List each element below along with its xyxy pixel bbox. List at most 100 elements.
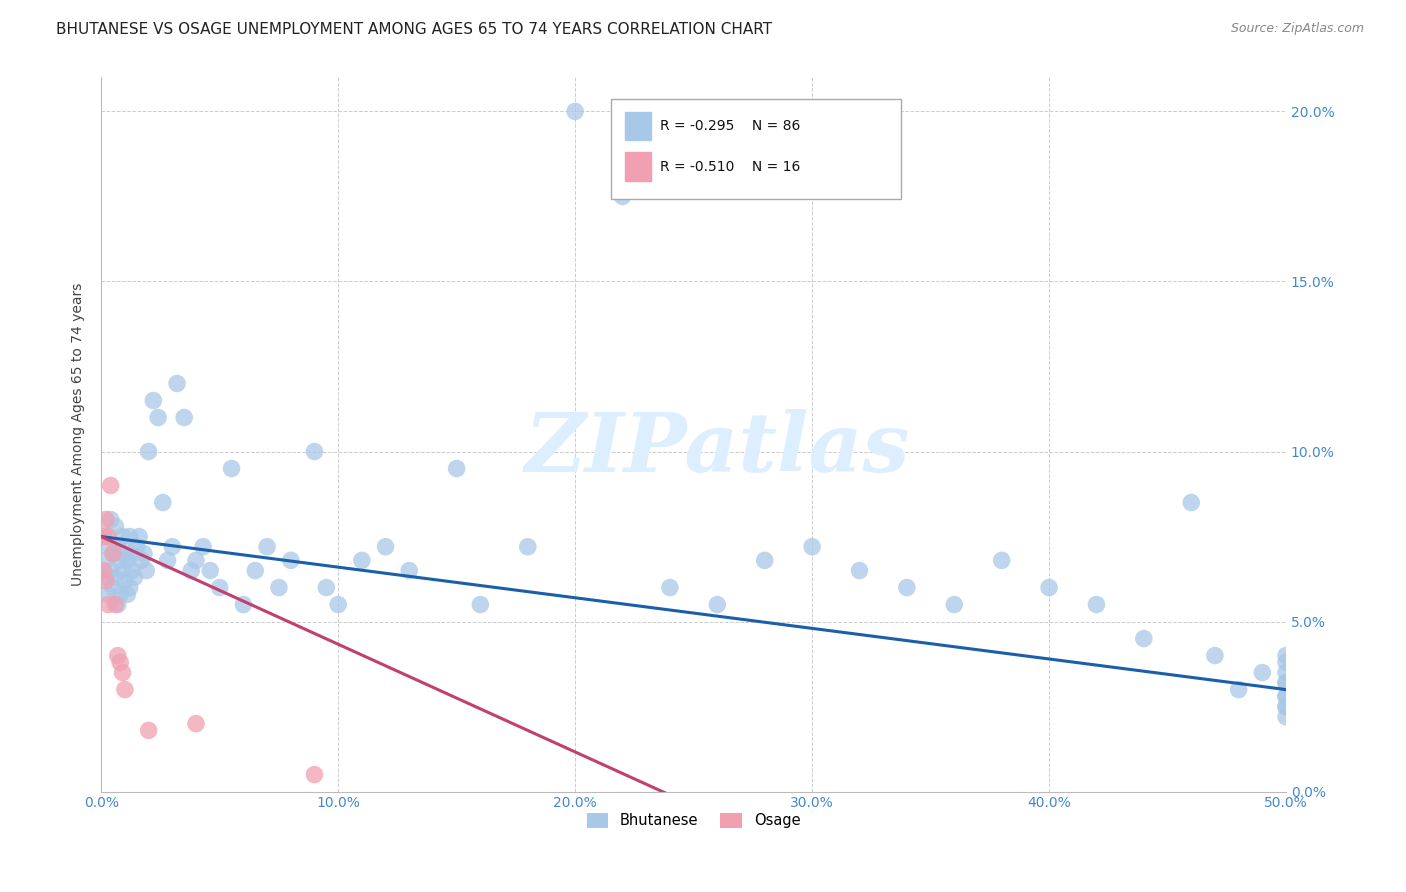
- Point: [132, 547, 155, 561]
- Point: [125, 540, 148, 554]
- Point: [138, 723, 160, 738]
- Point: [612, 189, 634, 203]
- Point: [943, 598, 966, 612]
- Text: R = -0.510    N = 16: R = -0.510 N = 16: [661, 160, 801, 174]
- Point: [142, 393, 165, 408]
- Point: [848, 564, 870, 578]
- Point: [93, 564, 115, 578]
- Point: [1133, 632, 1156, 646]
- Point: [166, 376, 188, 391]
- Point: [516, 540, 538, 554]
- Point: [114, 682, 136, 697]
- Point: [350, 553, 373, 567]
- Point: [1038, 581, 1060, 595]
- Point: [1275, 690, 1298, 704]
- Point: [100, 564, 122, 578]
- Point: [256, 540, 278, 554]
- Point: [328, 598, 350, 612]
- Text: R = -0.295    N = 86: R = -0.295 N = 86: [661, 119, 801, 133]
- Point: [184, 553, 207, 567]
- Point: [100, 478, 122, 492]
- Point: [94, 570, 117, 584]
- Legend: Bhutanese, Osage: Bhutanese, Osage: [581, 807, 807, 834]
- Point: [1275, 675, 1298, 690]
- Point: [1275, 656, 1298, 670]
- Point: [101, 581, 124, 595]
- Point: [93, 530, 115, 544]
- Point: [1275, 648, 1298, 663]
- Y-axis label: Unemployment Among Ages 65 to 74 years: Unemployment Among Ages 65 to 74 years: [72, 283, 86, 586]
- Point: [111, 564, 134, 578]
- Point: [1085, 598, 1108, 612]
- Point: [107, 598, 129, 612]
- Point: [108, 587, 131, 601]
- Point: [191, 540, 214, 554]
- Point: [1204, 648, 1226, 663]
- Point: [446, 461, 468, 475]
- Point: [184, 716, 207, 731]
- Point: [94, 553, 117, 567]
- Point: [118, 581, 141, 595]
- Point: [97, 530, 120, 544]
- Point: [97, 598, 120, 612]
- Point: [221, 461, 243, 475]
- Point: [173, 410, 195, 425]
- Point: [896, 581, 918, 595]
- Point: [232, 598, 254, 612]
- Point: [108, 553, 131, 567]
- Point: [1180, 495, 1202, 509]
- Point: [398, 564, 420, 578]
- Point: [101, 547, 124, 561]
- Point: [124, 570, 146, 584]
- Point: [200, 564, 222, 578]
- Point: [1275, 699, 1298, 714]
- Point: [121, 564, 143, 578]
- Point: [101, 547, 124, 561]
- Point: [658, 581, 681, 595]
- Point: [1275, 710, 1298, 724]
- Point: [1227, 682, 1250, 697]
- Point: [93, 530, 115, 544]
- Point: [146, 410, 169, 425]
- FancyBboxPatch shape: [610, 99, 901, 199]
- Point: [304, 444, 326, 458]
- Point: [1275, 699, 1298, 714]
- Point: [94, 574, 117, 588]
- Point: [118, 530, 141, 544]
- Point: [114, 547, 136, 561]
- Point: [108, 656, 131, 670]
- Point: [162, 540, 184, 554]
- Point: [990, 553, 1012, 567]
- FancyBboxPatch shape: [624, 112, 651, 140]
- Point: [121, 547, 143, 561]
- Text: BHUTANESE VS OSAGE UNEMPLOYMENT AMONG AGES 65 TO 74 YEARS CORRELATION CHART: BHUTANESE VS OSAGE UNEMPLOYMENT AMONG AG…: [56, 22, 772, 37]
- Point: [801, 540, 824, 554]
- Point: [374, 540, 396, 554]
- Point: [117, 553, 139, 567]
- Point: [97, 540, 120, 554]
- Point: [117, 587, 139, 601]
- Point: [111, 530, 134, 544]
- Point: [180, 564, 202, 578]
- Point: [104, 570, 127, 584]
- Point: [97, 587, 120, 601]
- Point: [280, 553, 302, 567]
- Point: [114, 574, 136, 588]
- Point: [1275, 675, 1298, 690]
- Point: [1275, 690, 1298, 704]
- Point: [245, 564, 267, 578]
- Point: [94, 512, 117, 526]
- Point: [111, 665, 134, 680]
- Point: [104, 598, 127, 612]
- Text: Source: ZipAtlas.com: Source: ZipAtlas.com: [1230, 22, 1364, 36]
- Point: [304, 767, 326, 781]
- Point: [564, 104, 586, 119]
- Text: ZIPatlas: ZIPatlas: [524, 409, 910, 489]
- Point: [135, 564, 157, 578]
- Point: [152, 495, 174, 509]
- Point: [138, 444, 160, 458]
- Point: [131, 553, 153, 567]
- Point: [315, 581, 337, 595]
- Point: [107, 540, 129, 554]
- Point: [470, 598, 492, 612]
